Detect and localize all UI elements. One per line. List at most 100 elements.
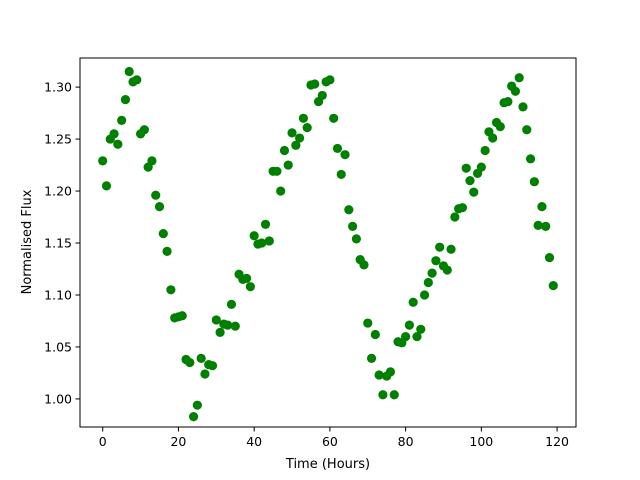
- data-point-80: [401, 331, 411, 342]
- data-point-65: [344, 205, 354, 215]
- x-axis-label: Time (Hours): [285, 457, 370, 472]
- data-point-114: [529, 177, 539, 187]
- x-tick-label: 60: [322, 434, 338, 449]
- data-point-51: [291, 140, 301, 150]
- x-tick-label: 120: [545, 434, 569, 449]
- data-point-26: [196, 353, 206, 363]
- data-point-7: [124, 66, 134, 77]
- y-tick-label: 1.20: [44, 184, 72, 199]
- data-point-100: [476, 162, 486, 172]
- data-point-117: [541, 221, 551, 231]
- data-point-66: [348, 221, 358, 231]
- data-point-73: [374, 370, 384, 380]
- data-point-64: [340, 150, 350, 160]
- x-tick-label: 80: [398, 434, 414, 449]
- data-point-70: [363, 318, 373, 328]
- data-point-89: [435, 242, 445, 252]
- data-point-11: [139, 125, 149, 135]
- data-point-27: [200, 369, 210, 379]
- data-point-71: [366, 353, 377, 363]
- data-point-1: [101, 181, 112, 191]
- data-point-17: [162, 246, 172, 256]
- data-point-6: [120, 94, 131, 105]
- data-point-3: [109, 129, 119, 139]
- data-point-81: [404, 320, 414, 330]
- x-tick-label: 40: [246, 434, 262, 449]
- data-point-103: [488, 133, 498, 143]
- y-tick-label: 1.00: [44, 391, 72, 406]
- data-point-47: [276, 186, 286, 196]
- data-point-63: [336, 169, 346, 180]
- data-point-21: [177, 311, 187, 321]
- data-point-49: [283, 160, 293, 170]
- data-point-30: [211, 315, 221, 325]
- x-tick-label: 20: [170, 434, 186, 449]
- plot-frame: [79, 57, 577, 428]
- data-point-112: [522, 125, 532, 135]
- data-point-116: [537, 202, 547, 212]
- data-point-43: [260, 219, 271, 229]
- data-point-58: [317, 90, 327, 101]
- data-point-85: [419, 290, 430, 300]
- data-point-25: [192, 400, 202, 410]
- data-point-77: [389, 390, 399, 400]
- data-point-44: [264, 236, 274, 246]
- data-point-52: [295, 133, 305, 143]
- data-point-39: [245, 282, 255, 292]
- data-point-46: [272, 166, 282, 176]
- data-point-13: [147, 156, 157, 166]
- data-point-56: [310, 79, 320, 89]
- data-point-115: [533, 220, 543, 230]
- data-point-92: [446, 244, 456, 254]
- data-point-29: [207, 361, 218, 371]
- data-point-82: [408, 297, 418, 307]
- data-point-40: [249, 231, 259, 241]
- data-point-53: [298, 113, 308, 123]
- plot-area: [80, 58, 576, 427]
- data-point-107: [503, 97, 513, 107]
- data-point-61: [329, 113, 339, 123]
- data-point-38: [242, 273, 252, 283]
- data-point-24: [188, 412, 199, 422]
- data-point-118: [544, 252, 555, 263]
- data-point-34: [226, 299, 237, 309]
- data-points: [98, 66, 558, 422]
- data-point-109: [510, 86, 521, 96]
- data-point-69: [359, 260, 369, 270]
- y-tick-label: 1.30: [44, 80, 72, 95]
- y-axis-label: Normalised Flux: [20, 189, 35, 294]
- x-axis-ticks: 0 20 40 60 80 100 120: [99, 427, 569, 449]
- y-tick-label: 1.15: [44, 236, 72, 251]
- data-point-14: [151, 190, 161, 200]
- y-tick-label: 1.05: [44, 339, 72, 354]
- data-point-111: [518, 102, 528, 112]
- data-point-15: [154, 202, 165, 212]
- data-point-18: [166, 285, 176, 295]
- data-point-88: [431, 256, 441, 266]
- data-point-62: [332, 143, 343, 154]
- data-point-31: [215, 327, 225, 338]
- data-point-97: [465, 176, 475, 186]
- data-point-4: [113, 139, 123, 149]
- y-tick-label: 1.25: [44, 132, 72, 147]
- y-axis-ticks: 1.00 1.05 1.10 1.15 1.20 1.25 1.30: [44, 80, 80, 406]
- data-point-35: [230, 321, 240, 331]
- x-tick-label: 100: [469, 434, 493, 449]
- data-point-93: [450, 212, 460, 222]
- data-point-16: [158, 229, 168, 239]
- data-point-105: [495, 122, 505, 132]
- data-point-86: [423, 277, 433, 288]
- data-point-96: [461, 163, 471, 173]
- data-point-23: [185, 357, 195, 368]
- data-point-98: [469, 187, 479, 197]
- data-point-5: [117, 115, 127, 125]
- data-point-54: [302, 123, 312, 133]
- data-point-95: [457, 203, 468, 213]
- data-point-60: [325, 75, 335, 85]
- data-point-74: [378, 390, 388, 400]
- data-point-91: [442, 265, 452, 275]
- data-point-42: [257, 238, 267, 248]
- data-point-113: [525, 154, 536, 164]
- data-point-33: [223, 320, 233, 330]
- data-point-48: [279, 145, 290, 156]
